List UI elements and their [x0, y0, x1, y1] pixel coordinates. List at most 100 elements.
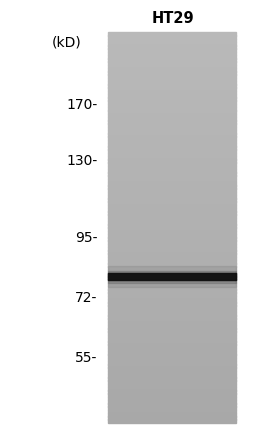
- Bar: [108, 107, 236, 111]
- Bar: [108, 195, 236, 199]
- Text: (kD): (kD): [52, 36, 81, 50]
- Bar: [108, 214, 236, 218]
- Bar: [108, 153, 236, 156]
- Bar: [108, 344, 236, 348]
- Bar: [108, 188, 236, 192]
- Bar: [108, 315, 236, 319]
- Bar: [108, 367, 236, 371]
- Text: 170-: 170-: [66, 98, 97, 112]
- Bar: [108, 36, 236, 39]
- Bar: [108, 231, 236, 234]
- Bar: [108, 208, 236, 211]
- Bar: [108, 270, 236, 273]
- Bar: [108, 296, 236, 299]
- Bar: [108, 419, 236, 423]
- Bar: [108, 348, 236, 351]
- Bar: [108, 182, 236, 186]
- Bar: [108, 263, 236, 267]
- Bar: [108, 185, 236, 189]
- Bar: [108, 250, 236, 254]
- Bar: [108, 371, 236, 374]
- Bar: [108, 159, 236, 163]
- Bar: [108, 410, 236, 413]
- Bar: [108, 166, 236, 169]
- Bar: [108, 78, 236, 82]
- Bar: [108, 380, 236, 384]
- Bar: [108, 198, 236, 202]
- Bar: [108, 61, 236, 65]
- Bar: [108, 396, 236, 400]
- Bar: [108, 71, 236, 75]
- Bar: [108, 130, 236, 133]
- Bar: [108, 52, 236, 55]
- Bar: [108, 211, 236, 215]
- Bar: [108, 146, 236, 150]
- Bar: [108, 302, 236, 306]
- Bar: [108, 156, 236, 160]
- Bar: [108, 351, 236, 355]
- Bar: [108, 139, 236, 143]
- Bar: [108, 393, 236, 397]
- Bar: [108, 354, 236, 358]
- Bar: [108, 97, 236, 101]
- Bar: [108, 178, 236, 182]
- Bar: [108, 237, 236, 241]
- Bar: [108, 48, 236, 52]
- Bar: [108, 133, 236, 137]
- Bar: [108, 247, 236, 251]
- Bar: [108, 120, 236, 124]
- Bar: [108, 175, 236, 179]
- Bar: [108, 413, 236, 417]
- Bar: [108, 387, 236, 390]
- Bar: [108, 318, 236, 322]
- Bar: [108, 75, 236, 78]
- Bar: [108, 65, 236, 69]
- Bar: [108, 117, 236, 121]
- Text: HT29: HT29: [152, 11, 194, 26]
- Text: 95-: 95-: [75, 231, 97, 245]
- Bar: [108, 377, 236, 381]
- Bar: [108, 143, 236, 147]
- Bar: [108, 127, 236, 130]
- Bar: [108, 221, 236, 225]
- Bar: [108, 273, 236, 277]
- Bar: [108, 201, 236, 205]
- Bar: [108, 39, 236, 42]
- Bar: [108, 227, 236, 231]
- Bar: [108, 273, 236, 280]
- Bar: [108, 416, 236, 420]
- Bar: [108, 279, 236, 283]
- Bar: [108, 403, 236, 407]
- Bar: [108, 338, 236, 342]
- Text: 55-: 55-: [75, 351, 97, 365]
- Bar: [108, 266, 236, 287]
- Bar: [108, 390, 236, 394]
- Bar: [108, 192, 236, 195]
- Bar: [108, 271, 236, 283]
- Bar: [108, 332, 236, 335]
- Bar: [108, 357, 236, 361]
- Bar: [108, 328, 236, 332]
- Bar: [108, 244, 236, 248]
- Bar: [108, 100, 236, 104]
- Bar: [108, 305, 236, 309]
- Bar: [108, 55, 236, 59]
- Bar: [108, 84, 236, 88]
- Bar: [108, 322, 236, 326]
- Bar: [108, 94, 236, 98]
- Bar: [108, 149, 236, 153]
- Bar: [108, 110, 236, 114]
- Bar: [108, 205, 236, 208]
- Bar: [108, 325, 236, 329]
- Bar: [108, 341, 236, 345]
- Bar: [108, 299, 236, 303]
- Bar: [108, 335, 236, 338]
- Bar: [108, 361, 236, 365]
- Bar: [108, 273, 236, 280]
- Bar: [108, 260, 236, 264]
- Bar: [108, 218, 236, 221]
- Bar: [108, 42, 236, 45]
- Bar: [108, 283, 236, 287]
- Text: 130-: 130-: [66, 154, 97, 168]
- Bar: [108, 172, 236, 176]
